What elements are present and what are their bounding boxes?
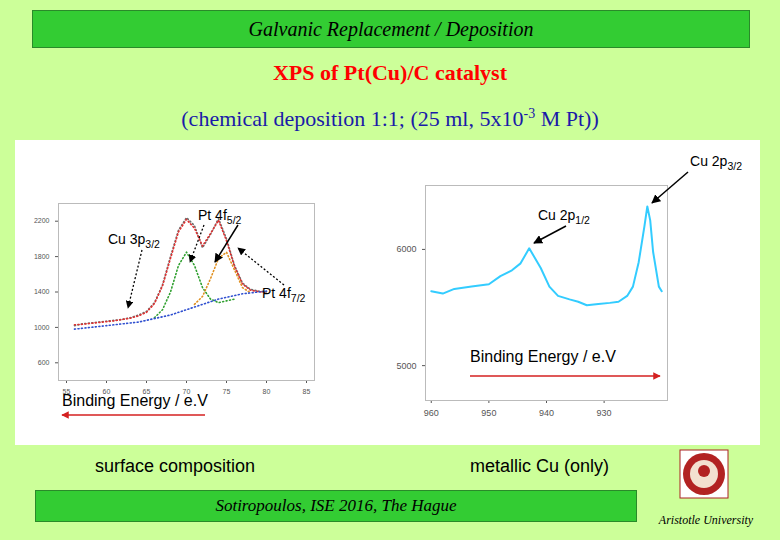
svg-text:65: 65 <box>143 388 151 395</box>
svg-text:5000: 5000 <box>396 361 416 371</box>
svg-text:600: 600 <box>38 359 50 366</box>
svg-text:80: 80 <box>263 388 271 395</box>
svg-text:Cu 2p3/2: Cu 2p3/2 <box>690 153 742 172</box>
html-text:XPS of Pt(Cu)/C catalyst: XPS of Pt(Cu)/C catalyst <box>273 60 507 85</box>
svg-text:Cu 2p1/2: Cu 2p1/2 <box>538 207 590 226</box>
html-text:surface composition: surface composition <box>95 456 256 476</box>
svg-text:2200: 2200 <box>34 217 50 224</box>
svg-text:960: 960 <box>424 408 439 418</box>
svg-text:940: 940 <box>539 408 554 418</box>
svg-text:Pt 4f5/2: Pt 4f5/2 <box>198 207 242 226</box>
svg-text:6000: 6000 <box>396 244 416 254</box>
svg-text:950: 950 <box>481 408 496 418</box>
html-text:Galvanic Replacement / Deposit: Galvanic Replacement / Deposition <box>248 18 534 40</box>
svg-text:Cu 3p3/2: Cu 3p3/2 <box>108 231 160 250</box>
svg-text:60: 60 <box>103 388 111 395</box>
html-text:Aristotle University: Aristotle University <box>658 513 754 527</box>
html-text:Sotiropoulos, ISE 2016, The Ha: Sotiropoulos, ISE 2016, The Hague <box>215 496 457 515</box>
svg-text:70: 70 <box>183 388 191 395</box>
html-text:(chemical deposition 1:1; (25: (chemical deposition 1:1; (25 ml, 5x10-3… <box>181 106 599 132</box>
svg-text:930: 930 <box>597 408 612 418</box>
svg-text:Pt 4f7/2: Pt 4f7/2 <box>262 285 306 304</box>
svg-text:Binding Energy / e.V: Binding Energy / e.V <box>62 392 208 409</box>
svg-text:85: 85 <box>303 388 311 395</box>
svg-text:1000: 1000 <box>34 324 50 331</box>
svg-text:55: 55 <box>63 388 71 395</box>
svg-text:1400: 1400 <box>34 288 50 295</box>
svg-text:1800: 1800 <box>34 253 50 260</box>
svg-text:Binding Energy / e.V: Binding Energy / e.V <box>470 348 616 365</box>
html-text:metallic Cu (only): metallic Cu (only) <box>470 456 609 476</box>
svg-text:75: 75 <box>223 388 231 395</box>
